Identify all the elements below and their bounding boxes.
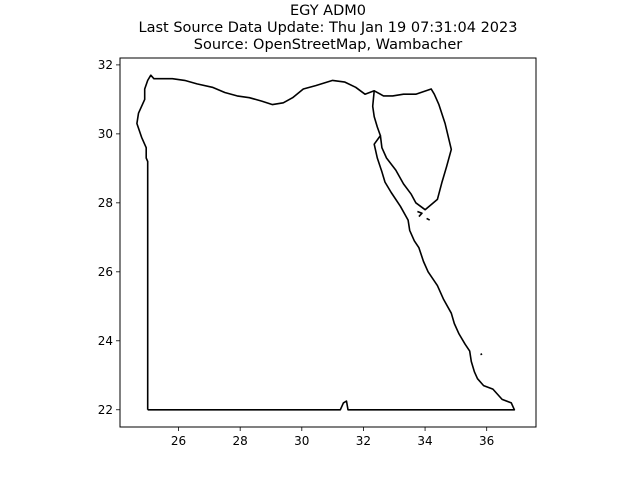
- title-line-3: Source: OpenStreetMap, Wambacher: [194, 37, 462, 53]
- island-outline: [426, 217, 431, 221]
- y-tick-label: 26: [98, 265, 113, 279]
- y-tick-label: 22: [98, 403, 113, 417]
- x-tick-label: 32: [356, 434, 371, 448]
- plot-area: [136, 74, 516, 411]
- x-axis: 26 28 30 32 34 36: [171, 427, 494, 448]
- y-tick-label: 28: [98, 196, 113, 210]
- y-tick-label: 24: [98, 334, 113, 348]
- country-boundary: [136, 74, 516, 411]
- axes-frame: [119, 57, 537, 428]
- x-tick-label: 28: [233, 434, 248, 448]
- x-tick-label: 36: [479, 434, 494, 448]
- y-tick-label: 30: [98, 127, 113, 141]
- x-tick-label: 34: [417, 434, 432, 448]
- title-line-2: Last Source Data Update: Thu Jan 19 07:3…: [139, 20, 518, 36]
- island-outline: [417, 210, 423, 218]
- title-line-1: EGY ADM0: [290, 3, 366, 19]
- x-tick-label: 30: [294, 434, 309, 448]
- y-axis: 22 24 26 28 30 32: [98, 58, 120, 417]
- sinai-boundary: [373, 88, 453, 211]
- y-tick-label: 32: [98, 58, 113, 72]
- x-tick-label: 26: [171, 434, 186, 448]
- island-outline: [480, 353, 483, 356]
